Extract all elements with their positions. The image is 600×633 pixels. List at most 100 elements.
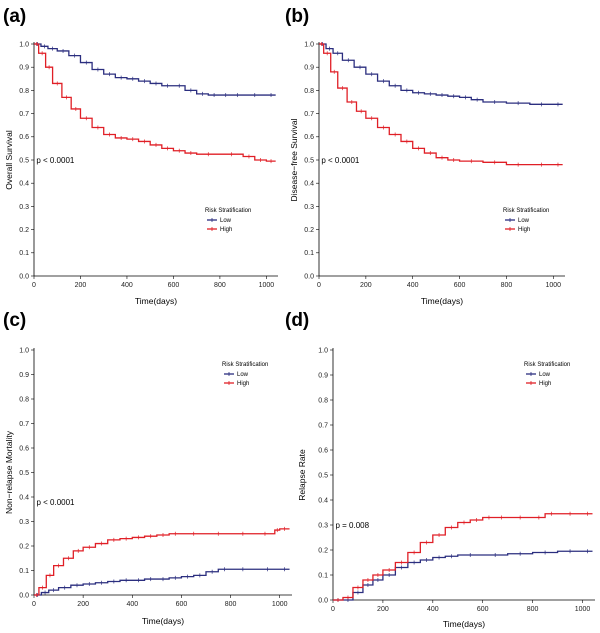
y-tick-label: 0.0 [19, 273, 29, 280]
y-tick-label: 0.2 [19, 543, 29, 550]
y-tick-label: 0.5 [318, 472, 328, 479]
x-tick-label: 0 [32, 282, 36, 289]
x-tick-label: 200 [75, 282, 87, 289]
legend-entry-low: Low [518, 218, 530, 224]
series-line-high [34, 528, 290, 596]
x-tick-label: 0 [331, 606, 335, 613]
y-tick-label: 0.5 [304, 157, 314, 164]
y-tick-label: 1.0 [19, 41, 29, 48]
x-tick-label: 400 [126, 601, 138, 608]
y-tick-label: 0.4 [318, 497, 328, 504]
y-tick-label: 0.7 [19, 111, 29, 118]
y-tick-label: 0.2 [304, 227, 314, 234]
x-tick-label: 1000 [575, 606, 591, 613]
x-tick-label: 1000 [259, 282, 275, 289]
legend-title: Risk Stratification [205, 208, 251, 214]
y-tick-label: 0.7 [19, 421, 29, 428]
y-tick-label: 0.6 [304, 134, 314, 141]
y-tick-label: 0.3 [318, 522, 328, 529]
y-tick-label: 0.1 [304, 250, 314, 257]
x-tick-label: 1000 [545, 282, 561, 289]
y-tick-label: 0.8 [304, 88, 314, 95]
x-tick-label: 400 [121, 282, 133, 289]
x-tick-label: 200 [360, 282, 372, 289]
y-tick-label: 0.8 [19, 88, 29, 95]
panel-label: (b) [285, 6, 309, 27]
y-tick-label: 0.6 [19, 445, 29, 452]
y-tick-label: 0.7 [318, 422, 328, 429]
legend-entry-high: High [237, 381, 249, 387]
chart-panel-1: (a) 0.0 0.1 0.2 0.3 0.4 0.5 0.6 0.7 0.8 0.9 1.0 0 200… [3, 6, 278, 306]
y-tick-label: 0.4 [19, 494, 29, 501]
y-tick-label: 0.7 [304, 111, 314, 118]
x-tick-label: 400 [407, 282, 419, 289]
x-tick-label: 600 [477, 606, 489, 613]
chart-panel-4: (d) 0.0 0.1 0.2 0.3 0.4 0.5 0.6 0.7 0.8 0.9 1.0 0 200… [285, 310, 595, 629]
y-tick-label: 0.0 [318, 597, 328, 604]
x-tick-label: 600 [454, 282, 466, 289]
y-tick-label: 0.1 [318, 572, 328, 579]
y-tick-label: 0.3 [19, 204, 29, 211]
y-tick-label: 0.9 [304, 65, 314, 72]
y-tick-label: 1.0 [304, 41, 314, 48]
y-tick-label: 0.5 [19, 470, 29, 477]
y-axis-title: Disease−free Survival [289, 118, 299, 201]
y-tick-label: 0.3 [304, 204, 314, 211]
y-tick-label: 1.0 [318, 347, 328, 354]
y-tick-label: 0.0 [304, 273, 314, 280]
legend-entry-low: Low [237, 372, 249, 378]
chart-panel-3: (c) 0.0 0.1 0.2 0.3 0.4 0.5 0.6 0.7 0.8 0.9 1.0 0 200… [3, 310, 292, 626]
y-tick-label: 0.1 [19, 568, 29, 575]
y-tick-label: 0.2 [318, 547, 328, 554]
y-tick-label: 0.9 [318, 372, 328, 379]
x-tick-label: 800 [214, 282, 226, 289]
x-tick-label: 600 [168, 282, 180, 289]
y-tick-label: 0.6 [318, 447, 328, 454]
x-tick-label: 800 [225, 601, 237, 608]
x-tick-label: 800 [527, 606, 539, 613]
y-tick-label: 0.4 [304, 181, 314, 188]
legend-title: Risk Stratification [503, 208, 549, 214]
x-tick-label: 200 [377, 606, 389, 613]
series-line-high [34, 43, 276, 162]
legend-entry-high: High [539, 381, 551, 387]
legend-entry-high: High [518, 227, 530, 233]
y-axis-title: Relapse Rate [297, 449, 307, 501]
x-tick-label: 400 [427, 606, 439, 613]
p-value-annotation: p < 0.0001 [321, 156, 360, 165]
series-line-low [319, 43, 563, 105]
legend-entry-low: Low [539, 372, 551, 378]
x-axis-title: Time(days) [135, 296, 177, 306]
y-tick-label: 0.3 [19, 519, 29, 526]
legend-title: Risk Stratification [524, 362, 570, 368]
series-line-low [34, 568, 290, 596]
legend-title: Risk Stratification [222, 362, 268, 368]
series-line-low [333, 550, 593, 601]
x-axis-title: Time(days) [421, 296, 463, 306]
y-axis-title: Overall Survival [4, 130, 14, 190]
x-tick-label: 200 [77, 601, 89, 608]
y-tick-label: 0.8 [19, 396, 29, 403]
x-tick-label: 800 [501, 282, 513, 289]
x-tick-label: 0 [317, 282, 321, 289]
x-tick-label: 600 [176, 601, 188, 608]
p-value-annotation: p < 0.0001 [36, 498, 75, 507]
y-tick-label: 0.1 [19, 250, 29, 257]
panel-label: (c) [3, 310, 26, 331]
series-line-low [34, 43, 276, 96]
y-tick-label: 0.0 [19, 592, 29, 599]
y-tick-label: 0.6 [19, 134, 29, 141]
y-tick-label: 0.9 [19, 65, 29, 72]
y-tick-label: 0.8 [318, 397, 328, 404]
panel-label: (d) [285, 310, 309, 331]
y-tick-label: 0.4 [19, 181, 29, 188]
x-tick-label: 0 [32, 601, 36, 608]
p-value-annotation: p = 0.008 [335, 521, 369, 530]
y-axis-title: Non−relapse Mortality [4, 430, 14, 514]
legend-entry-high: High [220, 227, 232, 233]
y-tick-label: 1.0 [19, 347, 29, 354]
series-line-high [333, 513, 593, 601]
y-tick-label: 0.2 [19, 227, 29, 234]
chart-panel-2: (b) 0.0 0.1 0.2 0.3 0.4 0.5 0.6 0.7 0.8 0.9 1.0 0 200… [285, 6, 565, 306]
